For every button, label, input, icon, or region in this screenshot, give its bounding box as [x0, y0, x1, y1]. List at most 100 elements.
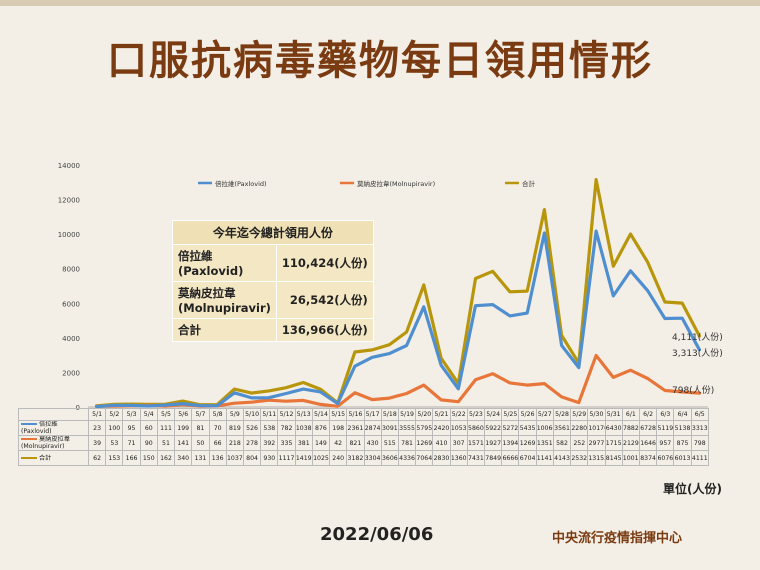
- table-value-cell: 392: [260, 435, 279, 451]
- table-value-cell: 1269: [415, 435, 434, 451]
- table-value-cell: 8145: [604, 450, 623, 466]
- table-value-cell: 957: [656, 435, 675, 451]
- table-date-cell: 5/4: [139, 408, 158, 421]
- table-value-cell: 42: [329, 435, 348, 451]
- table-value-cell: 7849: [484, 450, 503, 466]
- end-label: 3,313(人份): [672, 347, 723, 359]
- table-value-cell: 381: [294, 435, 313, 451]
- table-value-cell: 10011: [621, 450, 641, 466]
- table-value-cell: 3313: [690, 420, 709, 436]
- table-date-cell: 5/15: [329, 408, 348, 421]
- summary-label-paxlovid: 倍拉維 (Paxlovid): [172, 244, 277, 282]
- y-tick-label: 6000: [62, 300, 80, 308]
- table-value-cell: 95: [122, 420, 141, 436]
- table-value-cell: 3606: [380, 450, 399, 466]
- table-value-cell: 1571: [466, 435, 486, 451]
- table-value-cell: 71: [122, 435, 141, 451]
- table-value-cell: 930: [260, 450, 279, 466]
- table-value-cell: 1117: [277, 450, 296, 466]
- table-value-cell: 131: [191, 450, 210, 466]
- table-value-cell: 5795: [415, 420, 434, 436]
- table-value-cell: 136: [208, 450, 227, 466]
- table-date-cell: 5/17: [363, 408, 382, 421]
- table-value-cell: 2420: [432, 420, 451, 436]
- table-value-cell: 100: [105, 420, 124, 436]
- table-value-cell: 5119: [656, 420, 675, 436]
- y-tick-label: 4000: [62, 335, 80, 343]
- table-value-cell: 3555: [397, 420, 417, 436]
- table-value-cell: 278: [242, 435, 262, 451]
- table-value-cell: 2361: [346, 420, 365, 436]
- table-value-cell: 410: [432, 435, 451, 451]
- table-value-cell: 819: [225, 420, 244, 436]
- table-value-cell: 5138: [673, 420, 692, 436]
- table-value-cell: 876: [311, 420, 331, 436]
- data-table-wrap: 5/1 5/2 5/3 5/4 5/5 5/6 5/7 5/8 5/9 5/10 5/11 5/12 5…: [18, 408, 709, 466]
- end-label: 798(人份): [672, 384, 714, 396]
- summary-label-molnupiravir: 莫納皮拉韋 (Molnupiravir): [172, 281, 277, 319]
- table-date-cell: 5/26: [518, 408, 537, 421]
- table-value-cell: 3182: [346, 450, 365, 466]
- table-value-cell: 13153: [587, 450, 606, 466]
- table-value-cell: 240: [329, 450, 348, 466]
- line-chart: 02000400060008000100001200014000倍拉維(Paxl…: [58, 162, 723, 412]
- table-date-cell: 5/27: [535, 408, 554, 421]
- summary-value-molnupiravir: 26,542(人份): [275, 281, 374, 319]
- legend-label: 倍拉維(Paxlovid): [215, 179, 267, 188]
- table-value-cell: 1394: [501, 435, 520, 451]
- table-value-cell: 340: [174, 450, 193, 466]
- table-value-cell: 307: [449, 435, 468, 451]
- table-value-cell: 7882: [621, 420, 641, 436]
- table-date-cell: 5/19: [397, 408, 417, 421]
- table-value-cell: 8374: [638, 450, 658, 466]
- table-value-cell: 141: [174, 435, 193, 451]
- table-value-cell: 1025: [311, 450, 331, 466]
- table-value-cell: 821: [346, 435, 365, 451]
- table-value-cell: 782: [277, 420, 296, 436]
- table-value-cell: 1927: [484, 435, 503, 451]
- table-value-cell: 4111: [690, 450, 709, 466]
- table-date-cell: 5/2: [105, 408, 124, 421]
- table-date-cell: 5/7: [191, 408, 210, 421]
- table-value-cell: 51: [156, 435, 176, 451]
- table-value-cell: 2977: [587, 435, 606, 451]
- table-value-cell: 66: [208, 435, 227, 451]
- table-value-cell: 1419: [294, 450, 313, 466]
- table-value-cell: 4336: [397, 450, 417, 466]
- table-value-cell: 430: [363, 435, 382, 451]
- table-series-label: 倍拉維(Paxlovid): [18, 420, 89, 436]
- summary-heading: 今年迄今總計領用人份: [172, 220, 374, 245]
- table-value-cell: 166: [122, 450, 141, 466]
- table-row: 莫納皮拉韋 (Molnupiravir) 39 53 71 90 51 141 50 66 218 2…: [18, 435, 709, 451]
- table-value-cell: 6076: [656, 450, 675, 466]
- table-value-cell: 111: [156, 420, 176, 436]
- table-date-cell: 5/13: [294, 408, 313, 421]
- table-value-cell: 5860: [466, 420, 486, 436]
- table-date-cell: 5/23: [466, 408, 486, 421]
- table-value-cell: 1269: [518, 435, 537, 451]
- table-date-cell: 5/8: [208, 408, 227, 421]
- table-value-cell: 3561: [552, 420, 572, 436]
- organization-name: 中央流行疫情指揮中心: [552, 531, 683, 546]
- table-value-cell: 538: [260, 420, 279, 436]
- table-value-cell: 4143: [552, 450, 572, 466]
- table-date-cell: 5/18: [380, 408, 399, 421]
- table-value-cell: 153: [105, 450, 124, 466]
- table-date-cell: 5/11: [260, 408, 279, 421]
- table-value-cell: 50: [191, 435, 210, 451]
- table-value-cell: 5272: [501, 420, 520, 436]
- summary-value-paxlovid: 110,424(人份): [275, 244, 374, 282]
- table-date-cell: 5/21: [432, 408, 451, 421]
- table-row: 合計 62 153 166 150 162 340 131 136 1037 804 930 1117 1…: [18, 450, 709, 466]
- table-value-cell: 218: [225, 435, 244, 451]
- table-date-cell: 5/14: [311, 408, 331, 421]
- table-value-cell: 7431: [466, 450, 486, 466]
- table-date-cell: 6/5: [690, 408, 709, 421]
- table-series-label: 合計: [18, 450, 89, 466]
- y-tick-label: 14000: [58, 162, 80, 170]
- table-date-cell: 5/28: [552, 408, 572, 421]
- table-date-cell: 5/10: [242, 408, 262, 421]
- legend-label: 莫納皮拉韋(Molnupiravir): [357, 179, 435, 188]
- table-value-cell: 3091: [380, 420, 399, 436]
- table-date-cell: 5/1: [87, 408, 107, 421]
